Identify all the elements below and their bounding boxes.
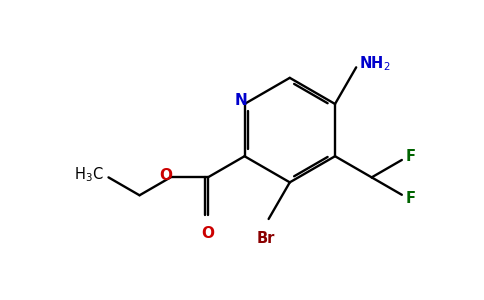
Text: NH$_2$: NH$_2$ (359, 54, 390, 73)
Text: H$_3$C: H$_3$C (74, 166, 104, 184)
Text: O: O (201, 226, 214, 241)
Text: O: O (160, 168, 173, 183)
Text: F: F (406, 149, 416, 164)
Text: F: F (406, 191, 416, 206)
Text: Br: Br (257, 231, 275, 246)
Text: N: N (234, 93, 247, 108)
